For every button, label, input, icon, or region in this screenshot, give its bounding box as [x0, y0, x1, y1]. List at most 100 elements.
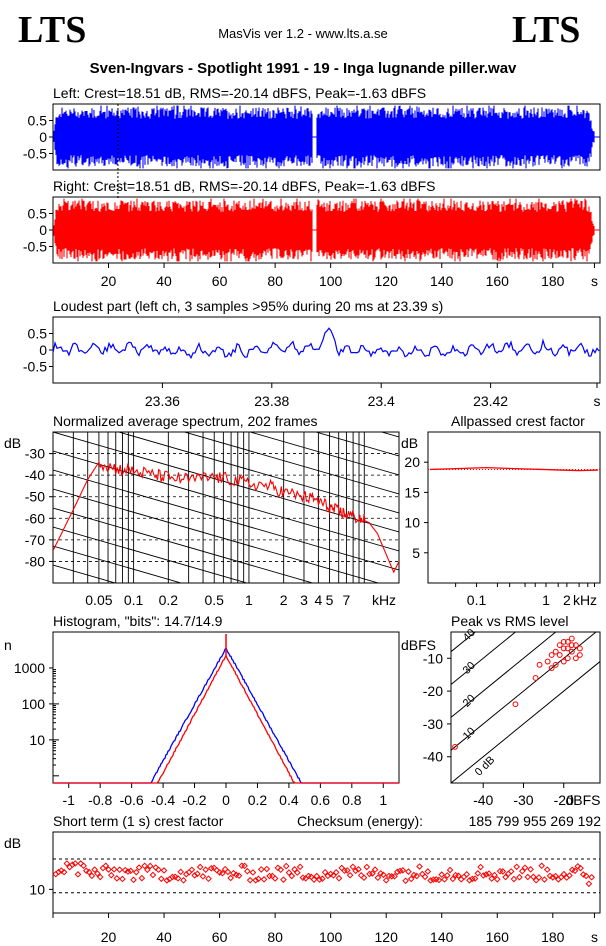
loudest-xtick-label: 23.38 [254, 393, 289, 409]
shortcrest-point [244, 867, 251, 875]
logo-right: LTS [512, 9, 581, 51]
right-xtick-label: s [591, 273, 598, 289]
shortcrest-point [91, 866, 98, 873]
shortcrest-point [155, 866, 162, 874]
histogram-xtick-label: 0.2 [248, 792, 268, 808]
peakrms-xtick-label: -40 [473, 792, 493, 808]
shortcrest-point [144, 866, 151, 874]
shortcrest-point [277, 866, 284, 874]
peakrms-plot-frame [450, 631, 601, 784]
histogram-xtick-label: 0 [222, 792, 230, 808]
allpassed-curve [429, 466, 599, 472]
allpassed-xtick-label: 1 [542, 592, 550, 608]
spectrum-slope-line [117, 432, 399, 514]
peakrms-point [548, 652, 555, 658]
shortcrest-point [249, 869, 257, 876]
shortcrest-point [230, 869, 237, 877]
shortcrest-point [471, 875, 479, 882]
shortcrest-point [441, 876, 448, 883]
shortcrest-point [194, 870, 201, 878]
peakrms-point [452, 743, 458, 750]
shortcrest-point [163, 877, 171, 884]
shortcrest-point [424, 868, 432, 875]
shortcrest-point [310, 876, 318, 883]
shortcrest-xtick-label: 100 [319, 929, 343, 945]
shortcrest-point [255, 875, 262, 883]
histogram-xtick-label: 0.6 [311, 792, 331, 808]
peakrms-point [576, 652, 583, 658]
shortcrest-point [566, 872, 573, 879]
peakrms-diag-label: 0 dB [473, 754, 497, 778]
shortcrest-point [510, 875, 518, 883]
shortcrest-point [119, 875, 126, 883]
spectrum-ytick-label: -70 [25, 532, 45, 548]
spectrum-ytick-label: -30 [25, 446, 45, 462]
loudest-ytick-label: 0 [39, 342, 47, 358]
allpassed-ytick-label: 15 [404, 484, 420, 500]
shortcrest-ylabel: dB [4, 835, 21, 851]
shortcrest-xtick-label: 120 [375, 929, 399, 945]
loudest-ytick-label: -0.5 [23, 359, 47, 375]
spectrum-xtick-label: 3 [300, 592, 308, 608]
spectrum-slope-line [182, 432, 399, 495]
shortcrest-point [235, 872, 243, 879]
shortcrest-point [121, 866, 129, 874]
shortcrest-point [427, 877, 434, 884]
right-xtick-label: 20 [101, 273, 117, 289]
spectrum-xtick-label: 4 [314, 592, 322, 608]
peakrms-xtick-label: -20 [554, 792, 574, 808]
allpassed-plot-frame [427, 431, 601, 584]
shortcrest-point [571, 867, 579, 875]
shortcrest-point [521, 864, 529, 872]
spectrum-xtick-label: 0.1 [124, 592, 144, 608]
shortcrest-point [366, 870, 373, 878]
peakrms-title: Peak vs RMS level [451, 613, 568, 629]
shortcrest-point [371, 866, 379, 873]
allpassed-ylabel: dB [401, 435, 418, 451]
loudest-wave-path [52, 327, 600, 360]
histogram-xtick-label: -0.4 [151, 792, 175, 808]
shortcrest-point [294, 869, 301, 876]
shortcrest-xtick-label: 160 [486, 929, 510, 945]
shortcrest-point [113, 875, 121, 882]
peakrms-point [560, 645, 567, 652]
spectrum-ytick-label: -40 [25, 467, 45, 483]
shortcrest-point [288, 872, 296, 880]
shortcrest-point [382, 877, 390, 884]
shortcrest-point [541, 876, 548, 883]
shortcrest-point [546, 872, 554, 880]
histogram-ytick-label: 10 [29, 732, 45, 748]
shortcrest-point [466, 877, 473, 884]
shortcrest-point [108, 871, 115, 879]
peakrms-diagonals [451, 632, 600, 783]
spectrum-slope-line [53, 318, 399, 418]
shortcrest-point [446, 866, 454, 874]
spectrum-slope-line [53, 660, 399, 760]
peakrms-point [532, 675, 539, 681]
shortcrest-point [174, 875, 182, 882]
shortcrest-point [524, 873, 532, 881]
peakrms-ytick-label: -10 [423, 650, 443, 666]
shortcrest-point [474, 870, 482, 877]
peakrms-ylabel: dBFS [401, 637, 436, 653]
allpassed-xtick-label: 0.1 [467, 592, 487, 608]
shortcrest-point [430, 876, 437, 883]
shortcrest-point [355, 866, 362, 873]
shortcrest-point [124, 868, 132, 875]
shortcrest-point [363, 863, 371, 871]
peakrms-point [572, 655, 579, 662]
spectrum-curve [53, 460, 399, 574]
peakrms-point [568, 635, 575, 642]
shortcrest-point [280, 876, 287, 883]
shortcrest-point [102, 862, 110, 870]
spectrum-xtick-label: 5 [326, 592, 334, 608]
left-ytick-label: 0 [39, 129, 47, 145]
shortcrest-point [169, 873, 176, 881]
right-xtick-label: 120 [375, 273, 399, 289]
spectrum-slope-line [248, 432, 399, 476]
shortcrest-point [580, 871, 587, 878]
loudest-title: Loudest part (left ch, 3 samples >95% du… [53, 298, 443, 314]
shortcrest-point [171, 873, 179, 881]
shortcrest-point [71, 860, 79, 867]
left-ytick-label: 0.5 [28, 113, 48, 129]
